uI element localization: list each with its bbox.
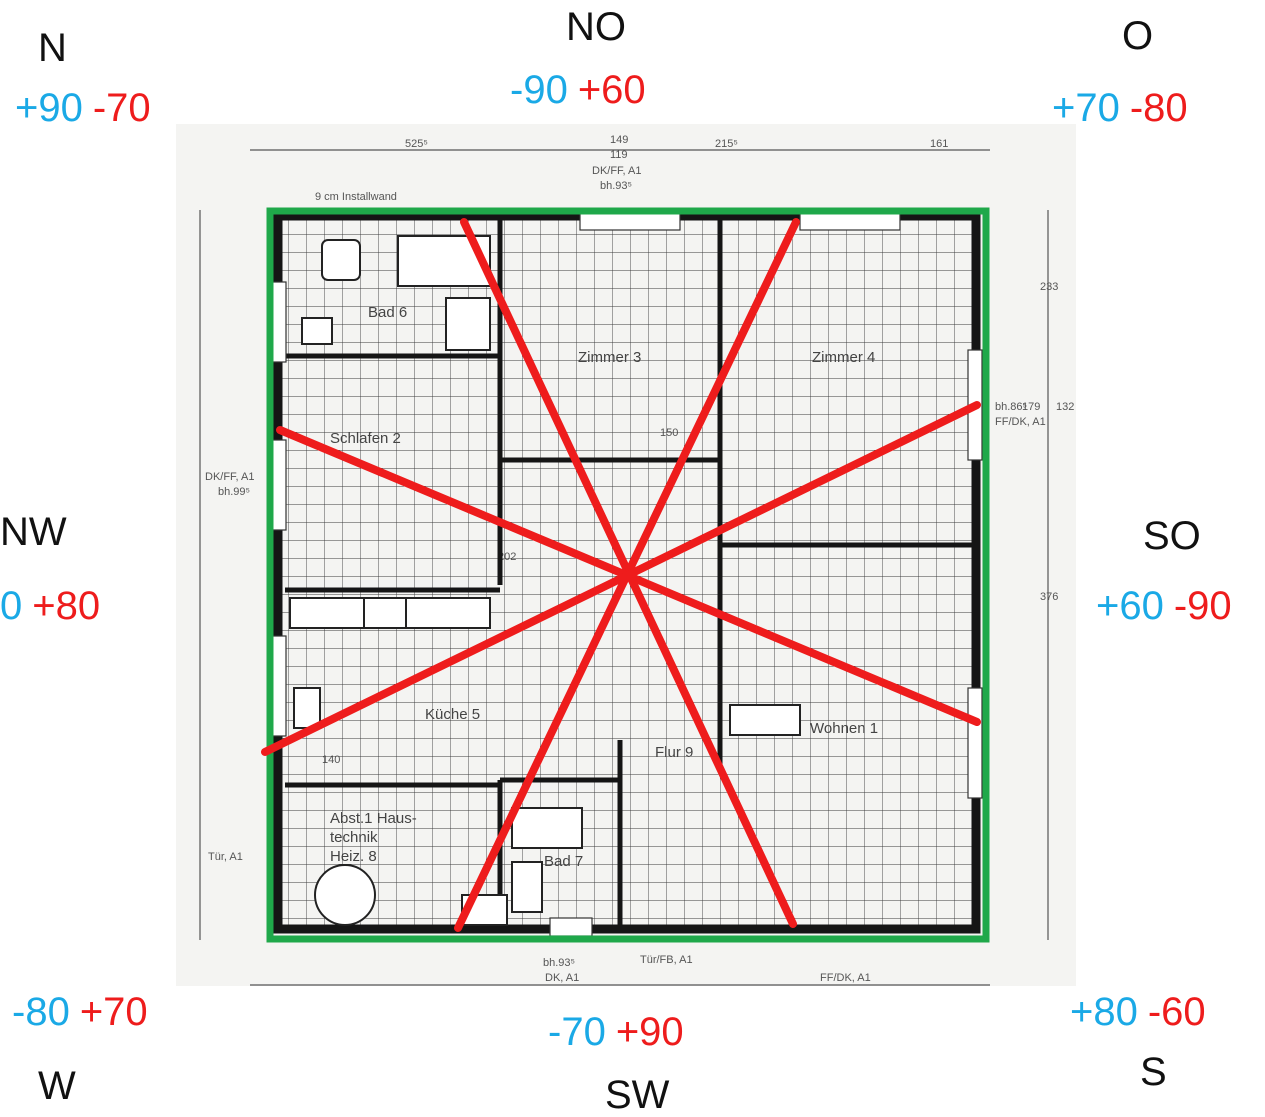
value-blue-nw: 0 bbox=[0, 584, 23, 628]
dim-text: 149 bbox=[610, 134, 628, 146]
value-red-w: +70 bbox=[79, 990, 148, 1034]
room-label: Bad 7 bbox=[544, 853, 583, 870]
value-pair-n: +90 -70 bbox=[15, 88, 151, 128]
dim-text: Tür, A1 bbox=[208, 851, 243, 863]
dim-text: bh.93⁵ bbox=[600, 180, 632, 192]
value-pair-w: -80 +70 bbox=[12, 992, 148, 1032]
value-pair-nw: 0 +80 bbox=[0, 586, 100, 626]
dim-text: bh.93⁵ bbox=[543, 957, 575, 969]
value-red-no: +60 bbox=[577, 68, 646, 112]
dim-text: FF/DK, A1 bbox=[820, 972, 871, 984]
dim-text: FF/DK, A1 bbox=[995, 416, 1046, 428]
ray-ene-wsw bbox=[261, 401, 981, 756]
value-red-o: -80 bbox=[1129, 86, 1188, 130]
direction-label-n: N bbox=[38, 26, 67, 70]
value-red-nw: +80 bbox=[32, 584, 101, 628]
value-pair-sw: -70 +90 bbox=[548, 1012, 684, 1052]
dim-text: 9 cm Installwand bbox=[315, 191, 397, 203]
direction-label-so: SO bbox=[1143, 514, 1201, 558]
direction-label-w: W bbox=[38, 1064, 76, 1108]
room-label: Zimmer 3 bbox=[578, 349, 641, 366]
room-labels: Bad 6 Zimmer 3 Zimmer 4 Schlafen 2 Küche… bbox=[330, 304, 878, 870]
dim-text: bh.86⁵ bbox=[995, 401, 1027, 413]
direction-label-nw-text: NW bbox=[0, 510, 67, 554]
value-pair-s: +80 -60 bbox=[1070, 992, 1206, 1032]
value-red-n: -70 bbox=[92, 86, 151, 130]
value-blue-n: +90 bbox=[15, 86, 83, 130]
dim-text: DK/FF, A1 bbox=[205, 471, 255, 483]
room-label: Bad 6 bbox=[368, 304, 407, 321]
room-label: Küche 5 bbox=[425, 706, 480, 723]
value-red-s: -60 bbox=[1147, 990, 1206, 1034]
building-outline bbox=[266, 207, 990, 943]
value-blue-o: +70 bbox=[1052, 86, 1120, 130]
dim-text: 119 bbox=[610, 149, 628, 161]
dim-text: bh.99⁵ bbox=[218, 486, 250, 498]
direction-label-no: NO bbox=[566, 5, 626, 49]
value-blue-no: -90 bbox=[510, 68, 568, 112]
value-red-sw: +90 bbox=[615, 1010, 684, 1054]
room-label: technik bbox=[330, 829, 378, 846]
room-label: Schlafen 2 bbox=[330, 430, 401, 447]
dim-text: 233 bbox=[1040, 281, 1058, 293]
dim-text: 132 bbox=[1056, 401, 1074, 413]
direction-label-o: O bbox=[1122, 14, 1154, 58]
value-pair-no: -90 +60 bbox=[510, 70, 646, 110]
room-label: Heiz. 8 bbox=[330, 848, 377, 865]
direction-rays bbox=[261, 218, 981, 932]
dim-text: 376 bbox=[1040, 591, 1058, 603]
value-blue-sw: -70 bbox=[548, 1010, 606, 1054]
dim-text: 525⁵ bbox=[405, 138, 428, 150]
dim-text: DK/FF, A1 bbox=[592, 165, 642, 177]
room-label: Zimmer 4 bbox=[812, 349, 875, 366]
dim-text: 179 bbox=[1022, 401, 1040, 413]
value-pair-so: +60 -90 bbox=[1096, 586, 1232, 626]
dimension-lines bbox=[199, 149, 1049, 986]
value-blue-w: -80 bbox=[12, 990, 70, 1034]
direction-label-sw: SW bbox=[605, 1073, 670, 1117]
direction-label-s: S bbox=[1140, 1050, 1167, 1094]
direction-label-nw: NW bbox=[0, 512, 67, 552]
fixtures bbox=[289, 235, 801, 926]
value-blue-so: +60 bbox=[1096, 584, 1164, 628]
dim-text: DK, A1 bbox=[545, 972, 579, 984]
value-red-so: -90 bbox=[1173, 584, 1232, 628]
room-label: Wohnen 1 bbox=[810, 720, 878, 737]
value-blue-s: +80 bbox=[1070, 990, 1138, 1034]
room-label: Abst.1 Haus- bbox=[330, 810, 417, 827]
dim-text: 215⁵ bbox=[715, 138, 738, 150]
dim-text: Tür/FB, A1 bbox=[640, 954, 693, 966]
value-pair-o: +70 -80 bbox=[1052, 88, 1188, 128]
room-label: Flur 9 bbox=[655, 744, 693, 761]
windows bbox=[271, 211, 983, 937]
dim-text: 161 bbox=[930, 138, 948, 150]
